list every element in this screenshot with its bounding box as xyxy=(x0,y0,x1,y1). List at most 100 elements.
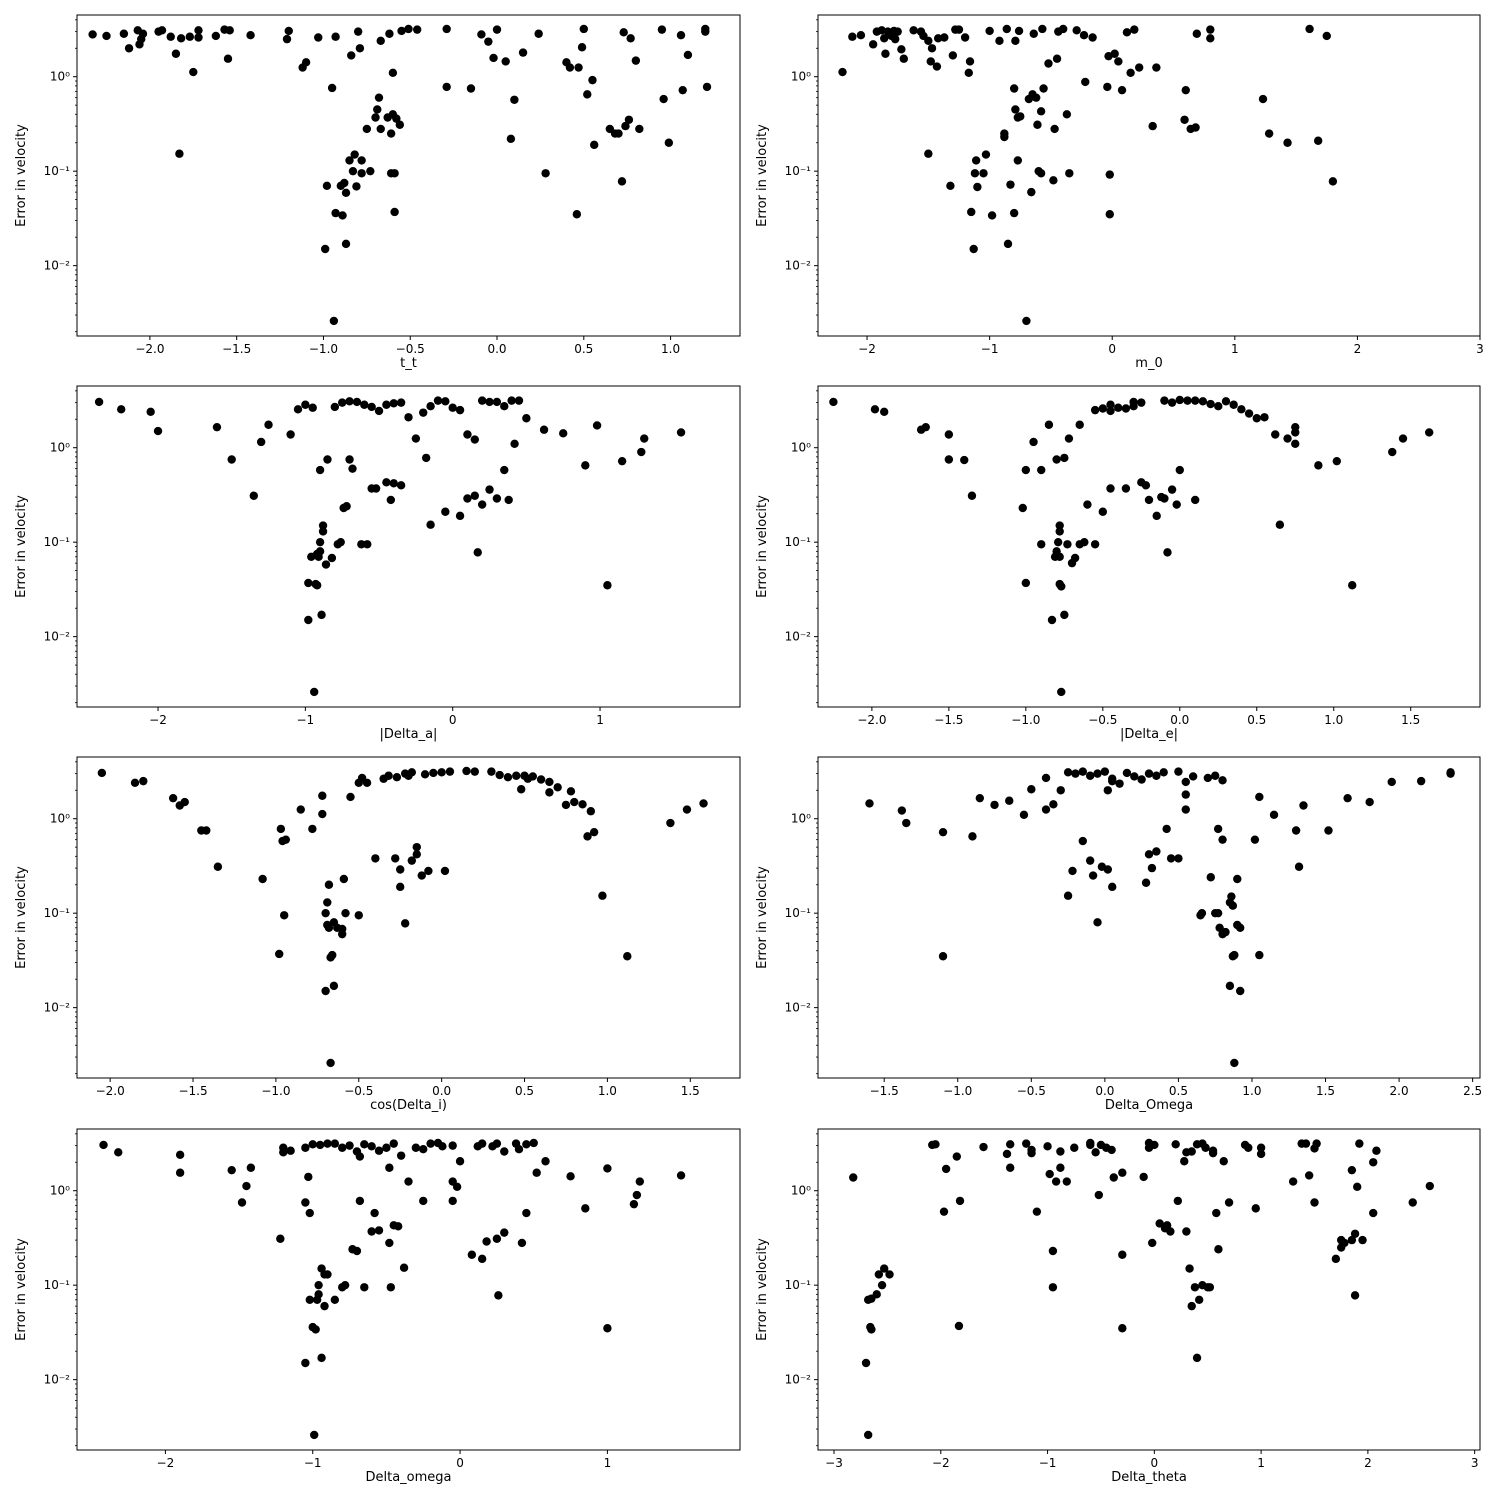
data-point xyxy=(426,402,435,411)
data-point xyxy=(1424,428,1434,437)
data-point xyxy=(437,768,446,777)
data-point xyxy=(1182,1227,1191,1236)
x-tick-label: −0.5 xyxy=(1017,1084,1046,1098)
data-point xyxy=(637,447,646,457)
data-point xyxy=(1197,908,1207,918)
data-point xyxy=(1283,138,1292,147)
data-point xyxy=(529,1138,538,1148)
data-point xyxy=(185,32,195,41)
data-point xyxy=(396,865,405,874)
data-point xyxy=(532,1168,541,1177)
data-point xyxy=(389,479,398,488)
data-point xyxy=(1398,434,1408,443)
y-tick-label: 10⁻¹ xyxy=(44,535,71,549)
data-point xyxy=(102,31,111,41)
data-point xyxy=(180,797,189,807)
data-point xyxy=(176,34,186,43)
data-point xyxy=(421,453,431,463)
subplot-3: −2 −1 0 1 10⁻² 10⁻¹ 10⁰ |Delta_a| Error in veloc… xyxy=(14,385,741,742)
data-point xyxy=(1085,856,1095,865)
data-point xyxy=(545,788,554,797)
data-point xyxy=(462,766,471,776)
data-point xyxy=(419,1145,428,1154)
data-point xyxy=(941,1164,951,1174)
data-point xyxy=(952,1152,962,1161)
data-point xyxy=(442,82,451,92)
data-point xyxy=(578,800,587,809)
axes-frame xyxy=(817,385,1481,708)
data-point xyxy=(256,437,266,447)
data-point xyxy=(1063,540,1072,549)
data-point xyxy=(1206,399,1215,409)
data-point xyxy=(376,124,385,134)
data-point xyxy=(534,29,543,38)
data-point xyxy=(1152,63,1161,72)
data-point xyxy=(1255,950,1264,960)
data-point xyxy=(938,952,948,961)
data-point xyxy=(946,181,955,191)
data-point xyxy=(500,402,509,411)
data-point xyxy=(1187,1301,1196,1311)
data-point xyxy=(374,1226,384,1235)
data-point xyxy=(1029,29,1038,38)
data-point xyxy=(1291,439,1300,448)
data-point xyxy=(968,832,977,841)
data-point xyxy=(317,610,326,620)
data-point xyxy=(495,770,504,780)
data-point xyxy=(1219,1157,1228,1166)
data-point xyxy=(1130,772,1139,781)
data-point xyxy=(632,1190,642,1200)
data-point xyxy=(438,1142,447,1151)
x-tick-label: 0 xyxy=(1151,1456,1159,1470)
x-tick-label: −1.5 xyxy=(870,1084,899,1098)
x-tick-label: 0.5 xyxy=(515,1084,534,1098)
scatter-series xyxy=(865,767,1455,1068)
data-point xyxy=(463,494,472,503)
data-point xyxy=(371,854,380,863)
data-point xyxy=(396,398,406,407)
data-point xyxy=(448,1141,457,1150)
data-point xyxy=(965,57,975,66)
data-point xyxy=(367,1227,376,1236)
y-tick-label: 10⁻¹ xyxy=(785,164,812,178)
data-point xyxy=(1037,540,1046,549)
data-point xyxy=(514,396,524,405)
data-point xyxy=(352,1246,362,1256)
data-point xyxy=(1343,793,1352,803)
data-point xyxy=(477,1254,487,1264)
data-point xyxy=(327,83,337,93)
data-point xyxy=(345,397,354,406)
data-point xyxy=(99,1140,108,1150)
data-point xyxy=(355,1152,365,1161)
data-point xyxy=(442,24,451,34)
data-point xyxy=(1324,826,1333,835)
data-point xyxy=(301,400,310,409)
data-point xyxy=(1049,176,1058,185)
y-tick-label: 10⁰ xyxy=(50,441,70,455)
data-point xyxy=(1053,537,1063,547)
x-tick-label: −1 xyxy=(981,342,999,356)
data-point xyxy=(1313,136,1323,145)
data-point xyxy=(926,57,935,66)
data-point xyxy=(284,26,293,36)
data-point xyxy=(318,521,328,530)
data-point xyxy=(588,75,597,85)
data-point xyxy=(412,25,422,34)
data-point xyxy=(386,1283,396,1292)
data-point xyxy=(1213,824,1223,834)
data-point xyxy=(1425,1181,1435,1191)
data-point xyxy=(507,396,516,405)
data-point xyxy=(971,156,981,165)
data-point xyxy=(517,1238,527,1248)
data-point xyxy=(371,113,380,122)
data-point xyxy=(382,400,391,409)
data-point xyxy=(362,124,372,134)
data-point xyxy=(1206,34,1215,43)
data-point xyxy=(419,1196,428,1206)
data-point xyxy=(400,919,410,928)
scatter-series xyxy=(94,396,686,697)
data-point xyxy=(838,67,847,77)
data-point xyxy=(1181,85,1190,95)
data-point xyxy=(967,491,977,500)
data-point xyxy=(1088,33,1097,42)
